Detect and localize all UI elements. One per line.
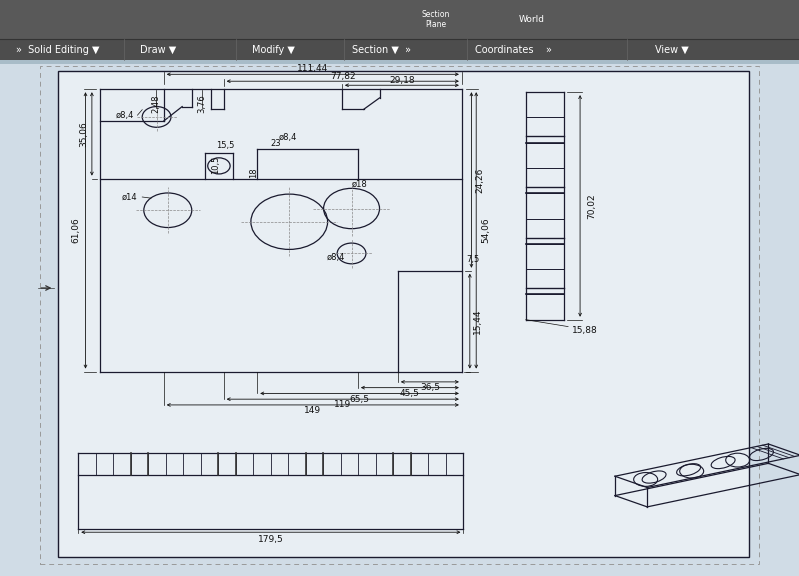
Text: 35,06: 35,06 — [79, 121, 89, 147]
Text: 70,02: 70,02 — [586, 193, 596, 219]
Text: ø8,4: ø8,4 — [279, 132, 296, 142]
Text: Draw ▼: Draw ▼ — [140, 45, 176, 55]
Text: 2,48: 2,48 — [151, 94, 161, 113]
Text: 3,76: 3,76 — [197, 94, 207, 113]
Text: 15,44: 15,44 — [472, 308, 482, 334]
Text: 45,5: 45,5 — [400, 389, 419, 398]
Text: Coordinates    »: Coordinates » — [475, 45, 552, 55]
Text: ø18: ø18 — [352, 180, 368, 189]
Text: 65,5: 65,5 — [349, 395, 370, 404]
Bar — [58, 71, 749, 557]
Text: 179,5: 179,5 — [258, 535, 284, 544]
Text: 29,18: 29,18 — [389, 76, 415, 85]
Text: 36,5: 36,5 — [419, 383, 440, 392]
Text: 119: 119 — [334, 400, 352, 410]
Text: 18: 18 — [249, 168, 259, 178]
Text: 15,88: 15,88 — [572, 325, 598, 335]
Text: ø14: ø14 — [121, 192, 137, 202]
Text: 61,06: 61,06 — [71, 218, 81, 243]
Text: 23: 23 — [270, 139, 281, 149]
Text: 77,82: 77,82 — [330, 71, 356, 81]
Text: 111,44: 111,44 — [297, 64, 328, 73]
Text: View ▼: View ▼ — [655, 45, 689, 55]
Text: Modify ▼: Modify ▼ — [252, 45, 295, 55]
Text: 15,5: 15,5 — [216, 141, 234, 150]
Text: 54,06: 54,06 — [481, 218, 491, 243]
Text: Section ▼  »: Section ▼ » — [352, 45, 411, 55]
Text: 10,5: 10,5 — [211, 156, 221, 174]
Text: 7,5: 7,5 — [466, 255, 479, 264]
Text: 24,26: 24,26 — [475, 167, 484, 193]
Text: ø8,4: ø8,4 — [327, 253, 345, 262]
Text: World: World — [519, 15, 544, 24]
Text: Section
Plane: Section Plane — [421, 10, 450, 29]
Bar — [0, 0, 799, 39]
Bar — [0, 60, 799, 64]
Text: ø8,4: ø8,4 — [116, 111, 134, 120]
Bar — [40, 66, 759, 564]
Text: 149: 149 — [304, 406, 321, 415]
Bar — [0, 39, 799, 60]
Bar — [0, 60, 799, 576]
Text: »  Solid Editing ▼: » Solid Editing ▼ — [16, 45, 100, 55]
